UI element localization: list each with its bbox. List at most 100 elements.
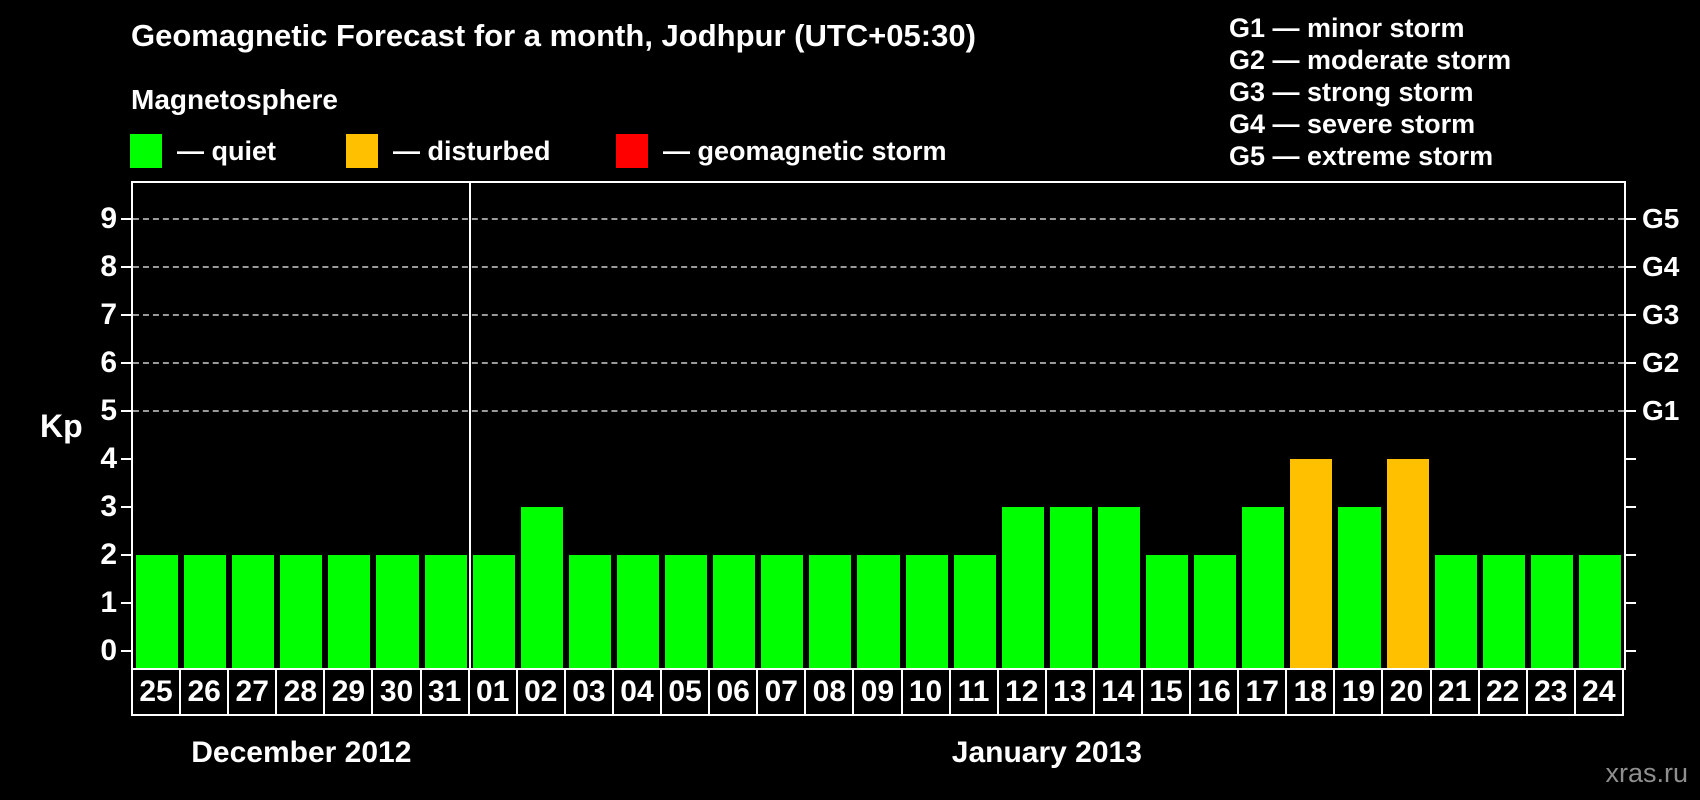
day-label-23: 23: [1525, 668, 1576, 716]
y-tick-label-5: 5: [100, 394, 117, 428]
y-tick-label-4: 4: [100, 442, 117, 476]
day-label-09: 09: [852, 668, 903, 716]
storm-scale-legend: G1 — minor storm G2 — moderate storm G3 …: [1229, 12, 1511, 172]
day-label-14: 14: [1092, 668, 1143, 716]
kp-bar-jan-15: [1146, 555, 1189, 668]
y-tick-right-4: [1624, 458, 1636, 461]
kp-bar-jan-12: [1001, 507, 1044, 668]
kp-bar-jan-24: [1578, 555, 1621, 668]
day-label-03: 03: [563, 668, 614, 716]
magnetosphere-legend-heading: Magnetosphere: [131, 84, 338, 115]
y-tick-right-7: [1624, 314, 1636, 317]
right-axis-label-g2: G2: [1642, 347, 1680, 379]
kp-bar-dec-30: [376, 555, 419, 668]
legend-label-storm: — geomagnetic storm: [663, 135, 947, 166]
right-axis-label-g1: G1: [1642, 395, 1680, 427]
day-label-31: 31: [419, 668, 470, 716]
y-axis-label: Kp: [40, 408, 83, 444]
kp-bar-dec-29: [328, 555, 371, 668]
gridline-kp8: [133, 266, 1624, 269]
kp-bar-jan-14: [1097, 507, 1141, 668]
y-tick-left-0: [121, 650, 133, 653]
day-label-05: 05: [660, 668, 711, 716]
y-tick-left-2: [121, 554, 133, 557]
legend-item-quiet: — quiet: [130, 133, 276, 169]
y-tick-right-0: [1624, 650, 1636, 653]
kp-bar-jan-08: [809, 555, 852, 668]
quiet-color-swatch: [130, 134, 162, 168]
y-tick-right-3: [1624, 506, 1636, 509]
kp-bar-jan-18: [1290, 459, 1333, 668]
y-tick-label-0: 0: [100, 634, 117, 668]
day-label-07: 07: [756, 668, 807, 716]
day-label-22: 22: [1477, 668, 1528, 716]
legend-label-quiet: — quiet: [177, 135, 276, 166]
y-tick-right-9: [1624, 218, 1636, 220]
month-separator-line: [468, 183, 471, 668]
day-label-19: 19: [1333, 668, 1384, 716]
kp-bar-jan-23: [1530, 555, 1573, 668]
storm-legend-g3: G3 — strong storm: [1229, 77, 1474, 107]
day-label-04: 04: [611, 668, 663, 716]
y-tick-right-8: [1624, 266, 1636, 269]
kp-bar-jan-20: [1386, 459, 1429, 668]
storm-legend-g1: G1 — minor storm: [1229, 13, 1465, 43]
y-tick-left-6: [121, 362, 133, 365]
day-label-16: 16: [1189, 668, 1240, 716]
y-tick-right-5: [1624, 410, 1636, 413]
day-label-18: 18: [1285, 668, 1336, 716]
y-tick-left-8: [121, 266, 133, 269]
legend-item-disturbed: — disturbed: [346, 133, 551, 169]
month-label-december: December 2012: [191, 736, 412, 769]
y-tick-label-2: 2: [100, 538, 117, 572]
storm-legend-g4: G4 — severe storm: [1229, 109, 1476, 139]
watermark: xras.ru: [1605, 758, 1688, 788]
day-label-01: 01: [467, 668, 518, 716]
day-label-24: 24: [1573, 668, 1624, 716]
plot-area: G1 G2 G3 G4 G5 0 1 2 3 4 5 6 7 8 9: [100, 183, 1679, 668]
kp-bar-jan-10: [905, 555, 948, 668]
day-label-02: 02: [515, 668, 566, 716]
kp-bar-jan-21: [1434, 555, 1477, 668]
kp-bar-dec-26: [184, 555, 227, 668]
y-tick-right-6: [1624, 362, 1636, 365]
gridline-kp7: [133, 314, 1624, 317]
day-label-12: 12: [996, 668, 1047, 716]
y-tick-label-1: 1: [100, 586, 117, 620]
x-axis-day-labels: 25 26 27 28 29 30 31 01 02 03 04 05 06 07 08 09 10 11 12 13…: [131, 668, 1624, 716]
legend-label-disturbed: — disturbed: [393, 135, 551, 166]
y-tick-right-1: [1624, 602, 1636, 605]
kp-bar-jan-17: [1242, 507, 1285, 668]
day-label-26: 26: [179, 668, 230, 716]
day-label-10: 10: [900, 668, 951, 716]
day-label-06: 06: [708, 668, 759, 716]
disturbed-color-swatch: [346, 134, 378, 168]
y-tick-left-3: [121, 506, 133, 509]
kp-bar-jan-19: [1338, 507, 1381, 668]
kp-bar-dec-28: [280, 555, 323, 668]
y-tick-label-7: 7: [100, 298, 117, 332]
day-label-29: 29: [323, 668, 374, 716]
kp-bar-dec-31: [424, 555, 467, 668]
y-tick-left-1: [121, 602, 133, 605]
kp-bar-jan-05: [665, 555, 708, 668]
storm-legend-g2: G2 — moderate storm: [1229, 45, 1512, 75]
y-tick-label-6: 6: [100, 346, 117, 380]
y-tick-label-8: 8: [100, 250, 117, 284]
kp-bar-jan-01: [472, 555, 515, 668]
kp-bar-jan-13: [1049, 507, 1092, 668]
kp-bar-jan-07: [761, 555, 804, 668]
day-label-25: 25: [131, 668, 182, 716]
chart-area: G1 G2 G3 G4 G5 0 1 2 3 4 5 6 7 8 9 25 26 27 28 29 30 31 01 02 0…: [100, 181, 1679, 716]
gridline-kp5: [133, 410, 1624, 413]
right-axis-label-g5: G5: [1642, 203, 1680, 234]
day-label-08: 08: [804, 668, 855, 716]
right-axis-label-g3: G3: [1642, 299, 1680, 331]
kp-bar-jan-06: [713, 555, 756, 668]
kp-bar-dec-27: [232, 555, 275, 668]
kp-bar-jan-16: [1194, 555, 1237, 668]
day-label-21: 21: [1429, 668, 1480, 716]
gridline-kp6: [133, 362, 1624, 365]
kp-bar-jan-09: [857, 555, 900, 668]
day-label-11: 11: [948, 668, 999, 716]
